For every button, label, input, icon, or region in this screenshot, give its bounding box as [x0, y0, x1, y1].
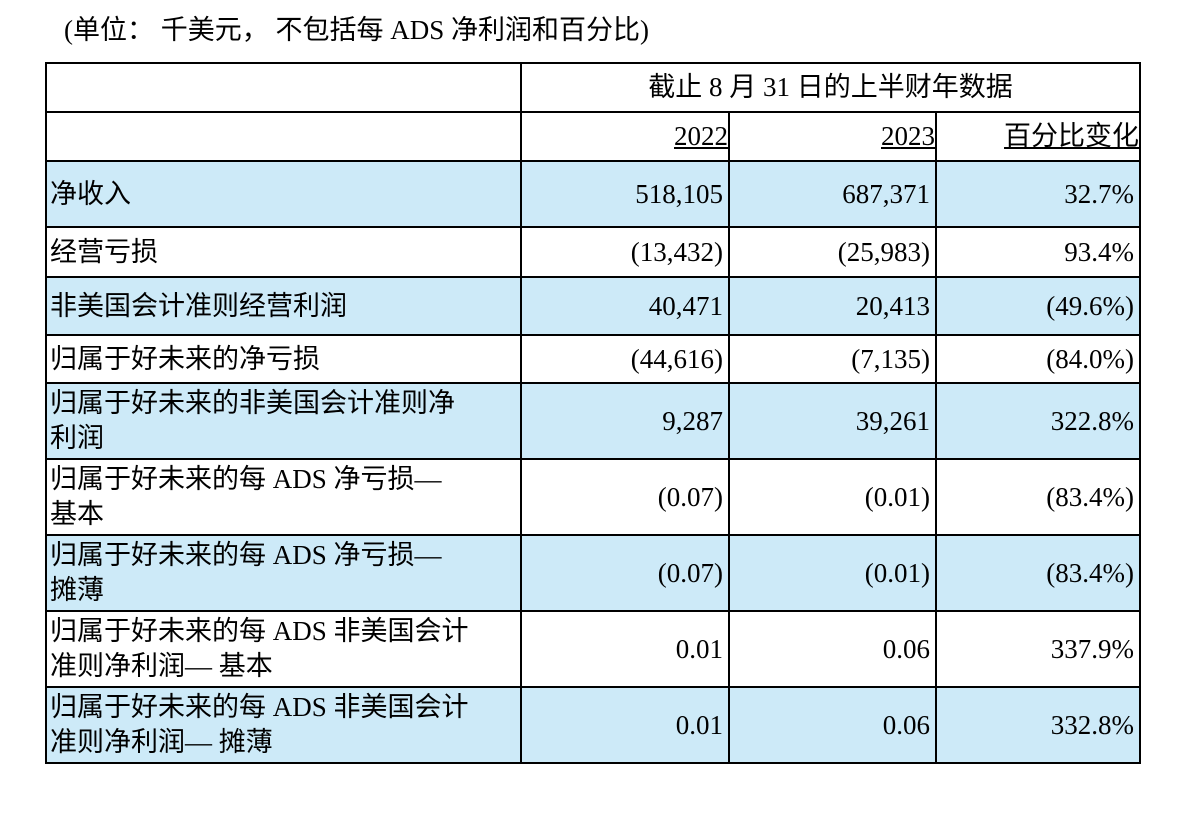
value-pct-change: 32.7%: [934, 160, 1142, 229]
value-pct-change: 322.8%: [934, 382, 1142, 461]
header-empty-cell: [45, 111, 522, 163]
table-row: 非美国会计准则经营利润 40,471 20,413 (49.6%): [45, 276, 1142, 337]
value-2023: 687,371: [728, 160, 937, 229]
row-label: 净收入: [45, 160, 522, 229]
table-row: 净收入 518,105 687,371 32.7%: [45, 160, 1142, 229]
value-2022: 9,287: [520, 382, 730, 461]
value-2022: 40,471: [520, 276, 730, 337]
value-2023: 39,261: [728, 382, 937, 461]
row-label: 归属于好未来的净亏损: [45, 334, 522, 385]
value-2023: (0.01): [728, 458, 937, 537]
value-2022: 0.01: [520, 610, 730, 689]
value-pct-change: 337.9%: [934, 610, 1142, 689]
row-label: 归属于好未来的每 ADS 非美国会计 准则净利润— 摊薄: [45, 686, 522, 765]
value-pct-change: (83.4%): [934, 534, 1142, 613]
table-row: 经营亏损 (13,432) (25,983) 93.4%: [45, 226, 1142, 279]
value-pct-change: (49.6%): [934, 276, 1142, 337]
table-row: 归属于好未来的每 ADS 净亏损— 基本 (0.07) (0.01) (83.4…: [45, 458, 1142, 537]
value-2023: (25,983): [728, 226, 937, 279]
value-pct-change: 332.8%: [934, 686, 1142, 765]
value-2023: (0.01): [728, 534, 937, 613]
column-header-2022-label: 2022: [674, 121, 728, 152]
column-header-pct-change-label: 百分比变化: [1004, 121, 1140, 152]
row-label: 归属于好未来的每 ADS 净亏损— 基本: [45, 458, 522, 537]
table-row: 归属于好未来的每 ADS 非美国会计 准则净利润— 基本 0.01 0.06 3…: [45, 610, 1142, 689]
table-row: 归属于好未来的净亏损 (44,616) (7,135) (84.0%): [45, 334, 1142, 385]
table-row: 归属于好未来的每 ADS 净亏损— 摊薄 (0.07) (0.01) (83.4…: [45, 534, 1142, 613]
table-row: 归属于好未来的每 ADS 非美国会计 准则净利润— 摊薄 0.01 0.06 3…: [45, 686, 1142, 765]
value-2023: (7,135): [728, 334, 937, 385]
value-2022: 0.01: [520, 686, 730, 765]
value-2022: (44,616): [520, 334, 730, 385]
table-column-header-row: 2022 2023 百分比变化: [45, 111, 1142, 163]
value-pct-change: 93.4%: [934, 226, 1142, 279]
row-label: 非美国会计准则经营利润: [45, 276, 522, 337]
value-2023: 0.06: [728, 610, 937, 689]
row-label: 经营亏损: [45, 226, 522, 279]
row-label: 归属于好未来的每 ADS 净亏损— 摊薄: [45, 534, 522, 613]
value-2022: (0.07): [520, 534, 730, 613]
column-header-2022: 2022: [520, 111, 730, 163]
row-label: 归属于好未来的非美国会计准则净 利润: [45, 382, 522, 461]
units-caption: (单位： 千美元， 不包括每 ADS 净利润和百分比): [64, 15, 649, 45]
period-span-header: 截止 8 月 31 日的上半财年数据: [519, 62, 1142, 114]
column-header-2023: 2023: [728, 111, 937, 163]
value-2023: 0.06: [728, 686, 937, 765]
value-pct-change: (83.4%): [934, 458, 1142, 537]
value-2022: 518,105: [520, 160, 730, 229]
value-pct-change: (84.0%): [934, 334, 1142, 385]
row-label: 归属于好未来的每 ADS 非美国会计 准则净利润— 基本: [45, 610, 522, 689]
value-2022: (13,432): [520, 226, 730, 279]
value-2022: (0.07): [520, 458, 730, 537]
column-header-2023-label: 2023: [881, 121, 935, 152]
column-header-pct-change: 百分比变化: [934, 111, 1142, 163]
value-2023: 20,413: [728, 276, 937, 337]
financial-results-table: 截止 8 月 31 日的上半财年数据 2022 2023 百分比变化 净收入 5…: [45, 62, 1142, 765]
table-row: 归属于好未来的非美国会计准则净 利润 9,287 39,261 322.8%: [45, 382, 1142, 461]
table-span-header-row: 截止 8 月 31 日的上半财年数据: [45, 62, 1142, 114]
header-empty-cell: [45, 62, 522, 114]
